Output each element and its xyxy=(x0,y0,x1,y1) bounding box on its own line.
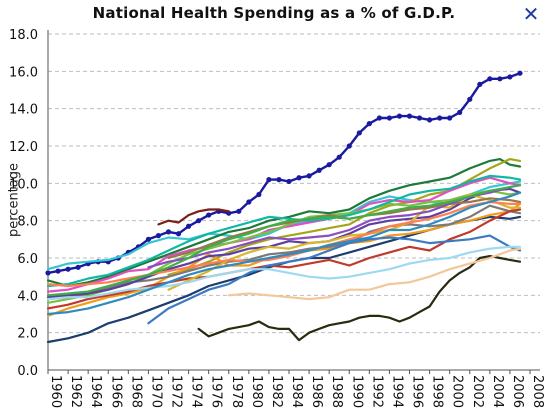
data-point xyxy=(236,208,242,214)
data-point xyxy=(206,212,212,218)
y-tick-label: 6.0 xyxy=(17,252,38,267)
series-line xyxy=(167,158,522,276)
chart-title: National Health Spending as a % of G.D.P… xyxy=(92,4,456,22)
close-icon[interactable]: ✕ xyxy=(522,2,540,26)
series-line xyxy=(46,187,522,299)
data-point xyxy=(517,70,523,76)
series-line xyxy=(147,234,522,325)
x-tick-label: 1970 xyxy=(148,375,163,408)
x-tick-label: 2002 xyxy=(470,375,485,408)
y-tick-label: 2.0 xyxy=(17,327,38,342)
data-point xyxy=(326,162,332,168)
data-point xyxy=(296,175,302,181)
data-point xyxy=(406,113,413,119)
x-tick-labels: 1960 1962 1964 1966 1968 1970 1972 1974 1976 1978… xyxy=(48,375,545,408)
data-point xyxy=(356,130,362,136)
x-tick-label: 1972 xyxy=(169,375,184,408)
series-line xyxy=(46,184,522,297)
data-point xyxy=(306,173,312,179)
y-tick-label: 18.0 xyxy=(9,28,38,43)
data-point xyxy=(497,76,503,82)
x-tick-label: 2008 xyxy=(530,375,545,408)
x-tick-label: 2004 xyxy=(490,375,505,408)
series-line xyxy=(46,208,522,310)
data-point xyxy=(175,231,182,237)
x-tick-label: 2000 xyxy=(450,375,465,408)
data-point xyxy=(256,191,262,198)
x-tick-label: 1984 xyxy=(289,375,304,408)
x-tick-label: 2006 xyxy=(510,375,525,408)
x-tick-label: 1980 xyxy=(249,375,264,408)
data-point xyxy=(155,233,162,239)
x-tick-label: 1974 xyxy=(189,375,204,408)
x-tick-label: 1998 xyxy=(430,375,445,408)
data-point xyxy=(336,154,342,160)
x-tick-label: 1994 xyxy=(389,375,404,408)
x-tick-label: 1992 xyxy=(369,375,384,408)
series-line xyxy=(157,208,230,226)
x-tick-label: 1986 xyxy=(309,375,324,408)
data-point xyxy=(396,113,403,119)
data-point xyxy=(145,236,152,242)
data-point xyxy=(416,115,423,121)
data-point xyxy=(165,229,172,235)
data-point xyxy=(65,266,71,272)
data-point xyxy=(276,177,282,183)
data-point xyxy=(447,115,453,121)
y-tick-labels: 0.0 2.0 4.0 6.0 8.0 10.0 12.0 14.0 16.0 18.0 xyxy=(9,28,38,379)
data-point xyxy=(316,167,322,173)
data-point xyxy=(45,270,51,276)
y-tick-label: 14.0 xyxy=(9,103,38,118)
series-line xyxy=(46,158,522,288)
data-point xyxy=(467,96,473,102)
x-tick-label: 1976 xyxy=(209,375,224,408)
series-layer xyxy=(45,70,523,344)
data-point xyxy=(437,115,443,121)
y-tick-label: 4.0 xyxy=(17,289,38,304)
x-tick-label: 1990 xyxy=(349,375,364,408)
data-point xyxy=(55,268,61,274)
axes xyxy=(47,30,540,374)
data-point xyxy=(376,115,382,121)
data-point xyxy=(487,76,493,82)
x-tick-label: 1968 xyxy=(128,375,143,408)
x-tick-label: 1962 xyxy=(68,375,83,408)
x-tick-label: 1982 xyxy=(269,375,284,408)
series-line xyxy=(227,247,522,301)
series-line xyxy=(46,191,522,316)
x-tick-label: 1978 xyxy=(229,375,244,408)
x-tick-label: 1960 xyxy=(48,375,63,408)
series-line xyxy=(46,204,522,301)
data-point xyxy=(426,117,433,123)
data-point xyxy=(386,115,393,121)
data-point xyxy=(477,81,483,87)
data-point xyxy=(286,178,292,185)
series-line xyxy=(197,255,522,342)
data-point xyxy=(266,177,272,183)
x-tick-label: 1966 xyxy=(108,375,123,408)
series-line xyxy=(46,176,522,293)
data-point xyxy=(507,74,513,80)
data-point xyxy=(185,223,192,229)
x-tick-label: 1964 xyxy=(88,375,103,408)
series-line xyxy=(46,200,522,288)
data-point xyxy=(346,143,352,149)
series-line xyxy=(46,174,522,288)
y-tick-label: 0.0 xyxy=(17,364,38,379)
series-line xyxy=(46,245,522,301)
y-tick-label: 8.0 xyxy=(17,215,38,230)
data-point xyxy=(366,121,372,127)
data-point xyxy=(246,199,252,205)
x-tick-label: 1988 xyxy=(329,375,344,408)
data-point xyxy=(196,218,202,224)
y-tick-label: 16.0 xyxy=(9,65,38,80)
y-tick-label: 10.0 xyxy=(9,177,38,192)
data-point xyxy=(75,264,81,270)
y-tick-label: 12.0 xyxy=(9,140,38,155)
data-point xyxy=(457,109,463,115)
x-tick-label: 1996 xyxy=(410,375,425,408)
